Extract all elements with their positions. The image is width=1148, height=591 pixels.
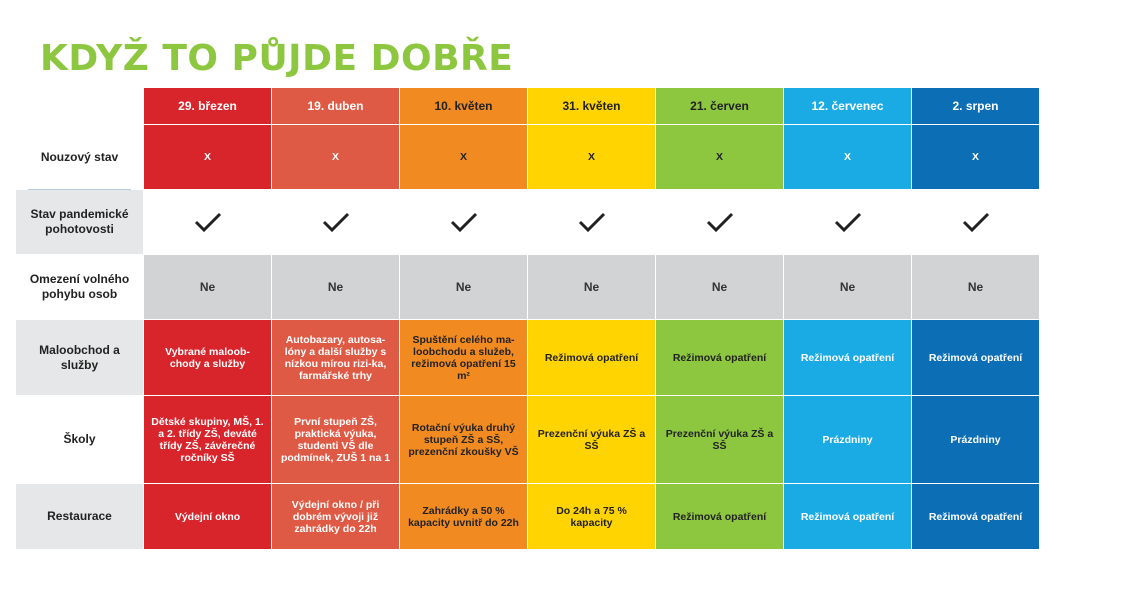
skoly-cell: Dětské skupiny, MŠ, 1. a 2. třídy ZŠ, de… [144, 396, 271, 483]
restaurace-cell: Zahrádky a 50 % kapacity uvnitř do 22h [400, 484, 527, 549]
skoly-cell: Prázdniny [784, 396, 911, 483]
checkmark-icon [400, 190, 527, 254]
skoly-cell: Prezenční výuka ZŠ a SŠ [528, 396, 655, 483]
omezeni-cell: Ne [528, 255, 655, 319]
omezeni-cell: Ne [400, 255, 527, 319]
date-header: 31. květen [528, 88, 655, 124]
row-label-omezeni: Omezení volného pohybu osob [16, 255, 143, 319]
maloobchod-cell: Režimová opatření [784, 320, 911, 395]
checkmark-icon [656, 190, 783, 254]
restaurace-cell: Výdejní okno / při dobrém vývoji již zah… [272, 484, 399, 549]
nouzovy-cell: X [144, 125, 271, 189]
row-label-skoly: Školy [16, 396, 143, 483]
date-header: 2. srpen [912, 88, 1039, 124]
nouzovy-cell: X [784, 125, 911, 189]
maloobchod-cell: Vybrané maloob-chody a služby [144, 320, 271, 395]
nouzovy-cell: X [400, 125, 527, 189]
nouzovy-cell: X [656, 125, 783, 189]
corner-cell [16, 88, 143, 124]
skoly-cell: Prezenční výuka ZŠ a SŠ [656, 396, 783, 483]
maloobchod-cell: Režimová opatření [656, 320, 783, 395]
maloobchod-cell: Spuštění celého ma-loobchodu a služeb, r… [400, 320, 527, 395]
omezeni-cell: Ne [272, 255, 399, 319]
row-label-maloobchod: Maloobchod a služby [16, 320, 143, 395]
row-label-restaurace: Restaurace [16, 484, 143, 549]
row-label-nouzovy-stav: Nouzový stav [16, 125, 143, 189]
page-title: KDYŽ TO PŮJDE DOBŘE [40, 38, 514, 79]
timeline-table: 29. březen 19. duben 10. květen 31. květ… [16, 88, 1039, 549]
checkmark-icon [784, 190, 911, 254]
maloobchod-cell: Autobazary, autosa-lóny a další služby s… [272, 320, 399, 395]
date-header: 10. květen [400, 88, 527, 124]
row-label-pohotovost: Stav pandemické pohotovosti [16, 190, 143, 254]
maloobchod-cell: Režimová opatření [528, 320, 655, 395]
maloobchod-cell: Režimová opatření [912, 320, 1039, 395]
checkmark-icon [272, 190, 399, 254]
omezeni-cell: Ne [144, 255, 271, 319]
checkmark-icon [144, 190, 271, 254]
skoly-cell: Prázdniny [912, 396, 1039, 483]
checkmark-icon [912, 190, 1039, 254]
nouzovy-cell: X [272, 125, 399, 189]
date-header: 21. červen [656, 88, 783, 124]
checkmark-icon [528, 190, 655, 254]
date-header: 12. červenec [784, 88, 911, 124]
skoly-cell: Rotační výuka druhý stupeň ZŠ a SŠ, prez… [400, 396, 527, 483]
omezeni-cell: Ne [784, 255, 911, 319]
restaurace-cell: Režimová opatření [656, 484, 783, 549]
nouzovy-cell: X [528, 125, 655, 189]
omezeni-cell: Ne [912, 255, 1039, 319]
restaurace-cell: Do 24h a 75 % kapacity [528, 484, 655, 549]
restaurace-cell: Režimová opatření [784, 484, 911, 549]
date-header: 19. duben [272, 88, 399, 124]
omezeni-cell: Ne [656, 255, 783, 319]
nouzovy-cell: X [912, 125, 1039, 189]
restaurace-cell: Režimová opatření [912, 484, 1039, 549]
date-header: 29. březen [144, 88, 271, 124]
restaurace-cell: Výdejní okno [144, 484, 271, 549]
skoly-cell: První stupeň ZŠ, praktická výuka, studen… [272, 396, 399, 483]
